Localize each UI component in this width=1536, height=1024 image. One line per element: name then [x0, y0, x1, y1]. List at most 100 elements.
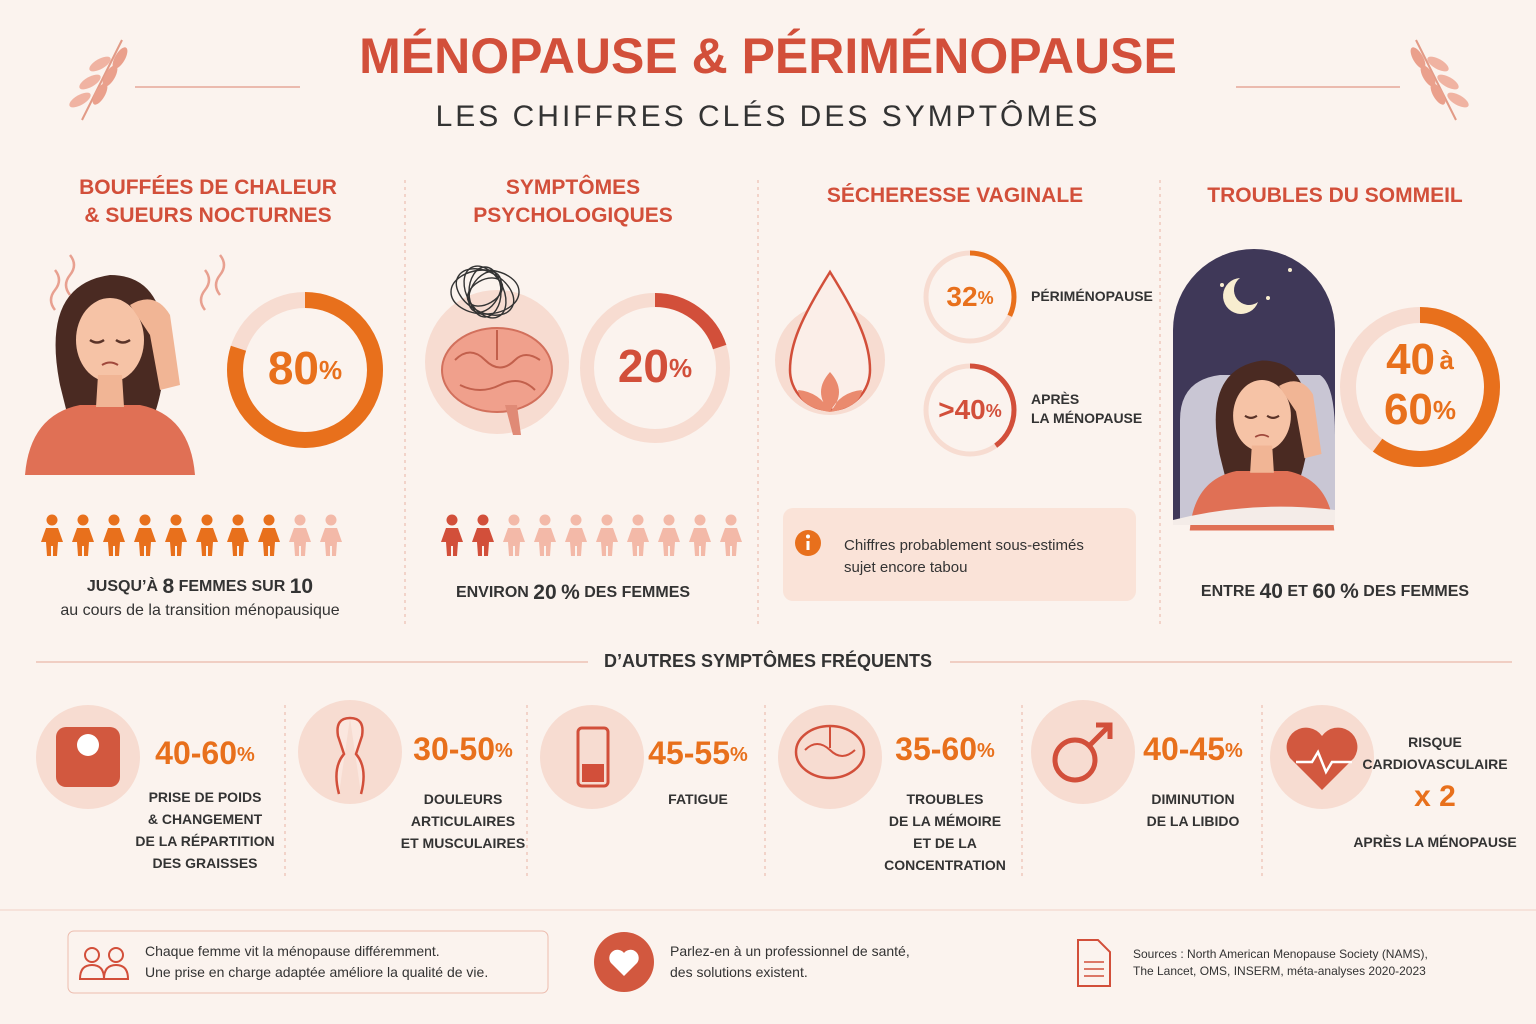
mouth — [101, 361, 119, 366]
item-label: & CHANGEMENT — [148, 811, 263, 827]
person-head — [46, 514, 58, 526]
item-label: DE LA LIBIDO — [1147, 813, 1240, 829]
person-icon — [258, 514, 280, 556]
ring-arc — [923, 250, 1017, 344]
person-icon — [41, 514, 63, 556]
text-part: 20 — [618, 340, 669, 392]
leaf-decoration — [1410, 39, 1469, 121]
text-part: LA MÉNOPAUSE — [1031, 410, 1142, 426]
person-head — [325, 514, 337, 526]
male-arrow — [1088, 722, 1113, 747]
item-label: DE LA MÉMOIRE — [889, 813, 1001, 829]
shirt — [25, 405, 195, 475]
caption: JUSQU’À 8 FEMMES SUR 10 — [87, 575, 313, 598]
person-body — [196, 528, 218, 556]
text-part: ET DE LA — [913, 835, 977, 851]
stat-label: PÉRIMÉNOPAUSE — [1031, 288, 1153, 304]
person-body — [165, 528, 187, 556]
text-part: 60 — [1384, 385, 1433, 434]
text-part: x 2 — [1414, 780, 1456, 813]
person-icon — [596, 514, 618, 556]
text-part: Chaque femme vit la ménopause différemme… — [145, 943, 440, 959]
scale-icon — [56, 727, 120, 787]
person-body — [596, 528, 618, 556]
leaf — [79, 74, 101, 90]
leaf-stem — [1415, 39, 1457, 121]
heart-badge-icon — [609, 949, 639, 976]
male-icon — [1052, 737, 1098, 783]
text-part: 30-50 — [413, 731, 495, 767]
person-body — [103, 528, 125, 556]
document-icon — [1077, 939, 1111, 987]
scribble — [466, 277, 504, 307]
sources: The Lancet, OMS, INSERM, méta-analyses 2… — [1133, 964, 1426, 978]
text-part: ET MUSCULAIRES — [401, 835, 525, 851]
person-body — [441, 528, 463, 556]
footer-text: Parlez-en à un professionnel de santé, — [670, 943, 910, 959]
person-head — [170, 514, 182, 526]
face — [1233, 380, 1291, 452]
item-label: TROUBLES — [907, 791, 984, 807]
person-head — [77, 514, 89, 526]
text-part: D’AUTRES SYMPTÔMES FRÉQUENTS — [604, 650, 932, 671]
info-text: sujet encore tabou — [844, 559, 967, 576]
item-label: DIMINUTION — [1151, 791, 1234, 807]
person-icon — [503, 514, 525, 556]
footer-text: Une prise en charge adaptée améliore la … — [145, 964, 488, 980]
text-part: PÉRIMÉNOPAUSE — [1031, 288, 1153, 304]
text-part: ENVIRON — [456, 584, 529, 601]
subtitle: LES CHIFFRES CLÉS DES SYMPTÔMES — [436, 99, 1101, 133]
stat: 32% — [946, 281, 993, 312]
text-part: PRISE DE POIDS — [149, 789, 262, 805]
pulse-line — [1296, 749, 1352, 775]
text-part: APRÈS — [1031, 391, 1079, 407]
hand — [130, 299, 180, 390]
caption: ENTRE 40 ET 60 % DES FEMMES — [1201, 580, 1469, 603]
text-part: BOUFFÉES DE CHALEUR — [79, 176, 337, 199]
document-lines — [1084, 961, 1104, 977]
heat-wave — [64, 254, 76, 296]
info-text: Chiffres probablement sous-estimés — [844, 537, 1084, 554]
text-part: North American Menopause Society (NAMS), — [1187, 947, 1428, 961]
person-body — [534, 528, 556, 556]
text-part: des solutions existent. — [670, 964, 808, 980]
person-head — [570, 514, 582, 526]
text-part: DES GRAISSES — [152, 855, 257, 871]
neck — [1250, 445, 1274, 473]
moon — [1223, 278, 1258, 314]
text-part: 40-60 — [155, 735, 237, 771]
text-part: 40 — [1386, 335, 1435, 384]
person-icon — [658, 514, 680, 556]
text-part: & SUEURS NOCTURNES — [84, 204, 331, 227]
text-part: 35-60 — [895, 731, 977, 767]
mouth — [1254, 434, 1270, 438]
star — [1288, 268, 1292, 272]
face — [76, 298, 144, 382]
sources: Sources : North American Menopause Socie… — [1133, 947, 1428, 961]
text-part: 60 — [1312, 580, 1335, 603]
ring-arc — [580, 293, 730, 443]
text-part: 45-55 — [648, 735, 730, 771]
section-title: & SUEURS NOCTURNES — [84, 204, 331, 227]
icon-bg — [778, 705, 882, 809]
person-head — [294, 514, 306, 526]
person-icon — [534, 514, 556, 556]
item-label: DOULEURS — [424, 791, 503, 807]
person-body — [258, 528, 280, 556]
text-part: ENTRE — [1201, 583, 1256, 600]
woman-illustration — [25, 275, 195, 475]
person-head — [694, 514, 706, 526]
text-part: The Lancet, OMS, INSERM, méta-analyses 2… — [1133, 964, 1426, 978]
item-figure: 30-50% — [413, 731, 513, 767]
text-part: % — [1225, 740, 1243, 762]
person-head — [201, 514, 213, 526]
brain-icon-folds — [804, 726, 856, 757]
brain-stem — [505, 405, 521, 435]
text-part: RISQUE — [1408, 734, 1462, 750]
text-part: Parlez-en à un professionnel de santé, — [670, 943, 910, 959]
person-body — [41, 528, 63, 556]
leaf — [1447, 92, 1469, 108]
person-icon — [441, 514, 463, 556]
person-body — [289, 528, 311, 556]
person-icon — [720, 514, 742, 556]
